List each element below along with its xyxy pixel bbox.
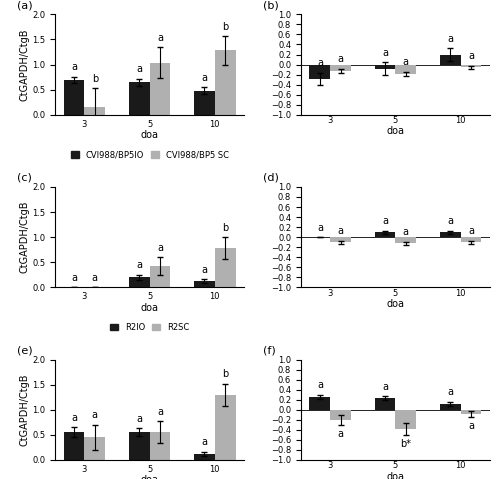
Text: b: b — [222, 22, 228, 32]
Text: a: a — [403, 227, 409, 237]
Text: a: a — [447, 387, 453, 397]
Bar — [128, 432, 150, 460]
Text: a: a — [338, 226, 344, 236]
Text: b: b — [222, 223, 228, 233]
Bar — [150, 63, 171, 114]
Bar — [194, 281, 214, 287]
Text: a: a — [317, 223, 323, 233]
Bar — [374, 232, 396, 237]
Bar — [460, 237, 481, 242]
Text: a: a — [338, 429, 344, 439]
Text: a: a — [136, 64, 142, 74]
Text: (c): (c) — [17, 173, 32, 183]
X-axis label: doa: doa — [386, 472, 404, 479]
Bar — [330, 65, 351, 70]
Bar — [374, 65, 396, 68]
Bar — [374, 398, 396, 410]
Text: a: a — [382, 216, 388, 226]
Bar — [64, 432, 84, 460]
X-axis label: doa: doa — [386, 299, 404, 309]
Text: a: a — [468, 226, 474, 236]
Text: a: a — [468, 51, 474, 61]
Text: a: a — [447, 34, 453, 44]
Bar — [440, 55, 460, 65]
Text: a: a — [202, 437, 207, 447]
Text: a: a — [157, 243, 163, 252]
Text: a: a — [157, 407, 163, 417]
Bar — [194, 91, 214, 114]
Bar — [214, 248, 236, 287]
Bar — [460, 65, 481, 67]
Y-axis label: CtGAPDH/CtgB: CtGAPDH/CtgB — [20, 28, 30, 101]
Text: a: a — [157, 33, 163, 43]
Text: (d): (d) — [263, 173, 279, 183]
Bar — [84, 437, 105, 460]
Text: a: a — [92, 273, 98, 283]
Text: a: a — [382, 47, 388, 57]
Text: (e): (e) — [17, 345, 33, 355]
Text: a: a — [71, 273, 77, 283]
Text: b: b — [222, 369, 228, 379]
Text: b: b — [92, 74, 98, 84]
Text: a: a — [136, 414, 142, 424]
Text: a: a — [338, 54, 344, 64]
Bar — [396, 410, 416, 429]
Text: a: a — [468, 421, 474, 431]
Bar — [128, 82, 150, 114]
Text: a: a — [382, 382, 388, 392]
Text: (f): (f) — [263, 345, 276, 355]
Text: a: a — [202, 265, 207, 275]
Bar — [440, 404, 460, 410]
Text: a: a — [403, 57, 409, 67]
Text: a: a — [447, 216, 453, 226]
Legend: CVI988/BP5IO, CVI988/BP5 SC: CVI988/BP5IO, CVI988/BP5 SC — [67, 147, 232, 163]
Bar — [84, 107, 105, 114]
Text: (a): (a) — [17, 0, 33, 11]
Bar — [194, 454, 214, 460]
Bar — [214, 395, 236, 460]
Text: a: a — [71, 413, 77, 422]
Bar — [310, 397, 330, 410]
Text: a: a — [136, 260, 142, 270]
Bar — [310, 65, 330, 79]
Bar — [396, 65, 416, 74]
Bar — [150, 432, 171, 460]
Bar — [150, 266, 171, 287]
X-axis label: doa: doa — [140, 475, 158, 479]
Y-axis label: CtGAPDH/CtgB: CtGAPDH/CtgB — [20, 201, 30, 274]
Bar — [330, 237, 351, 242]
Text: b*: b* — [400, 439, 411, 449]
Bar — [64, 80, 84, 114]
Bar — [440, 232, 460, 237]
Bar — [460, 410, 481, 414]
Legend: R2IO, R2SC: R2IO, R2SC — [106, 319, 192, 335]
Bar — [128, 277, 150, 287]
X-axis label: doa: doa — [386, 126, 404, 137]
Bar — [330, 410, 351, 420]
X-axis label: doa: doa — [140, 303, 158, 312]
Text: a: a — [317, 380, 323, 390]
X-axis label: doa: doa — [140, 130, 158, 140]
Y-axis label: CtGAPDH/CtgB: CtGAPDH/CtgB — [20, 374, 30, 446]
Text: a: a — [317, 58, 323, 68]
Text: a: a — [71, 62, 77, 72]
Bar — [396, 237, 416, 243]
Text: a: a — [202, 73, 207, 82]
Text: a: a — [92, 410, 98, 420]
Bar — [214, 50, 236, 114]
Text: (b): (b) — [263, 0, 279, 11]
